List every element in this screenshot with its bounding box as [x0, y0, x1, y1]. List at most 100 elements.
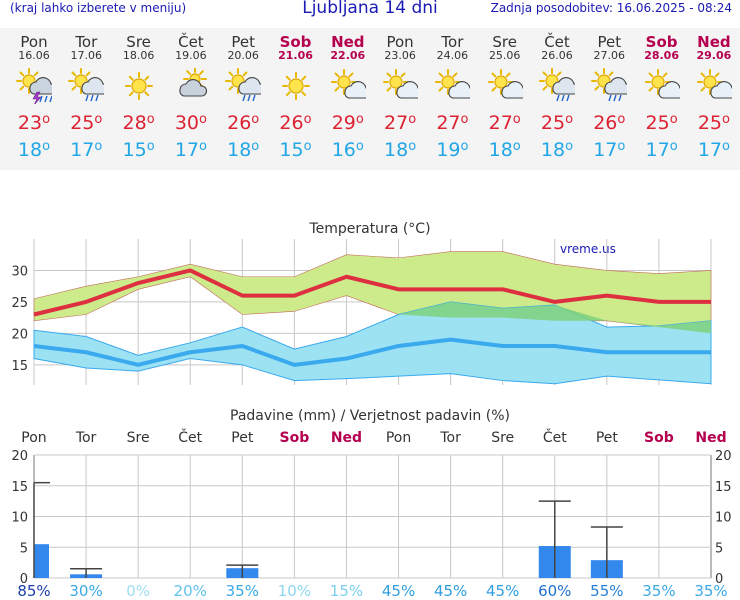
x-tick-label: Sre	[127, 430, 150, 446]
min-temp: 15o	[122, 139, 155, 161]
day-column: Čet 19.06 30o 17o	[165, 28, 217, 161]
x-tick-label: Sob	[644, 430, 674, 446]
x-tick-label: Čet	[178, 428, 202, 446]
min-temp: 18o	[540, 139, 574, 161]
max-temp: 26o	[227, 112, 260, 134]
day-date: 26.06	[541, 49, 573, 62]
min-temp: 18o	[17, 139, 51, 161]
min-temp: 18o	[227, 139, 260, 161]
y-tick-label-right: 15	[715, 480, 732, 495]
day-date: 17.06	[70, 49, 103, 62]
day-date: 27.06	[593, 49, 626, 62]
min-temp-band	[33, 301, 712, 385]
min-temp-line	[33, 337, 711, 367]
max-temp: 27o	[384, 112, 417, 134]
day-date: 21.06	[278, 49, 313, 62]
day-date: 23.06	[384, 49, 416, 62]
day-name: Ned	[697, 33, 731, 51]
precip-probability: 55%	[590, 582, 623, 600]
max-temp-line	[33, 268, 711, 317]
partly-cloudy-icon	[696, 69, 732, 99]
y-tick-label: 20	[11, 327, 28, 342]
partly-cloudy-icon	[487, 69, 523, 99]
min-temp: 19o	[436, 139, 469, 161]
day-name: Sre	[492, 33, 517, 51]
precip-probability: 20%	[174, 582, 207, 600]
min-temp: 17o	[70, 139, 103, 161]
day-name: Sob	[279, 33, 312, 51]
y-tick-label-right: 10	[715, 511, 732, 526]
day-column: Sre 25.06 27o 18o	[479, 28, 531, 161]
y-tick-label: 30	[11, 264, 28, 279]
max-temp: 25o	[645, 112, 678, 134]
partly-cloudy-icon	[435, 69, 471, 99]
overlap-band	[34, 276, 711, 334]
sun-rain-cloud-icon	[68, 68, 105, 102]
min-temp: 17o	[645, 139, 678, 161]
precip-probability: 0%	[126, 582, 150, 600]
x-tick-label: Ned	[695, 430, 726, 446]
thunderstorm-icon	[16, 68, 52, 104]
day-name: Čet	[544, 33, 570, 51]
max-temp: 25o	[540, 112, 574, 134]
header: (kraj lahko izberete v meniju) Ljubljana…	[0, 0, 740, 22]
day-date: 29.06	[696, 49, 732, 62]
x-tick-label: Sre	[491, 430, 514, 446]
max-temp: 28o	[122, 112, 155, 134]
day-date: 16.06	[18, 49, 50, 62]
day-column: Sob 21.06 26o 15o	[270, 28, 322, 161]
max-temp: 25o	[70, 112, 103, 134]
x-tick-label: Tor	[439, 430, 461, 446]
min-temp: 17o	[697, 139, 730, 161]
x-tick-label: Pon	[386, 430, 411, 446]
location-menu-hint[interactable]: (kraj lahko izberete v meniju)	[10, 1, 187, 15]
day-column: Pet 27.06 26o 17o	[583, 28, 635, 161]
precip-probability: 30%	[69, 582, 102, 600]
precip-probability: 85%	[17, 582, 50, 600]
day-name: Sre	[126, 33, 151, 51]
y-tick-label: 15	[11, 480, 28, 495]
y-tick-label-right: 5	[715, 541, 723, 556]
chart-title: Temperatura (°C)	[308, 221, 430, 237]
day-column: Tor 24.06 27o 19o	[426, 28, 478, 161]
day-date: 20.06	[227, 49, 259, 62]
day-column: Sob 28.06 25o 17o	[636, 28, 688, 161]
max-temp-band	[33, 251, 712, 334]
x-tick-label: Tor	[75, 430, 97, 446]
x-tick-label: Čet	[543, 428, 567, 446]
x-tick-label: Sob	[280, 430, 310, 446]
precip-probability: 15%	[330, 582, 363, 600]
y-tick-label-right: 0	[715, 572, 723, 587]
day-column: Pet 20.06 26o 18o	[217, 28, 269, 161]
max-temp: 29o	[331, 112, 364, 134]
day-name: Pet	[597, 33, 622, 51]
sun-rain-cloud-icon	[225, 68, 262, 102]
day-name: Tor	[75, 33, 98, 51]
precip-probability: 60%	[538, 582, 571, 600]
day-column: Ned 22.06 29o 16o	[322, 28, 374, 161]
precip-probability: 10%	[278, 582, 311, 600]
day-name: Tor	[441, 33, 464, 51]
temperature-chart: Temperatura (°C) vreme.us 15 20 25 30	[11, 221, 712, 385]
day-column: Tor 17.06 25o 17o	[60, 28, 112, 161]
min-temp: 18o	[384, 139, 417, 161]
precip-probability: 35%	[226, 582, 259, 600]
y-tick-label: 5	[20, 541, 28, 556]
day-name: Pon	[20, 33, 48, 51]
partly-cloudy-icon	[383, 69, 419, 99]
day-date: 25.06	[488, 49, 521, 62]
max-temp: 25o	[697, 112, 730, 134]
precipitation-chart: Padavine (mm) / Verjetnost padavin (%) Po…	[11, 408, 732, 600]
day-name: Sob	[645, 33, 678, 51]
page-title: Ljubljana 14 dni	[302, 0, 438, 18]
chart-title: Padavine (mm) / Verjetnost padavin (%)	[230, 408, 510, 424]
day-name: Pet	[231, 33, 255, 51]
precip-probability: 35%	[642, 582, 675, 600]
day-date: 24.06	[436, 49, 469, 62]
day-column: Pon 16.06 23o 18o	[8, 28, 60, 161]
sun-rain-cloud-icon	[591, 68, 628, 102]
precip-bar	[34, 544, 49, 578]
day-date: 19.06	[175, 49, 207, 62]
x-tick-label: Pet	[231, 430, 254, 446]
min-temp: 15o	[279, 139, 312, 161]
